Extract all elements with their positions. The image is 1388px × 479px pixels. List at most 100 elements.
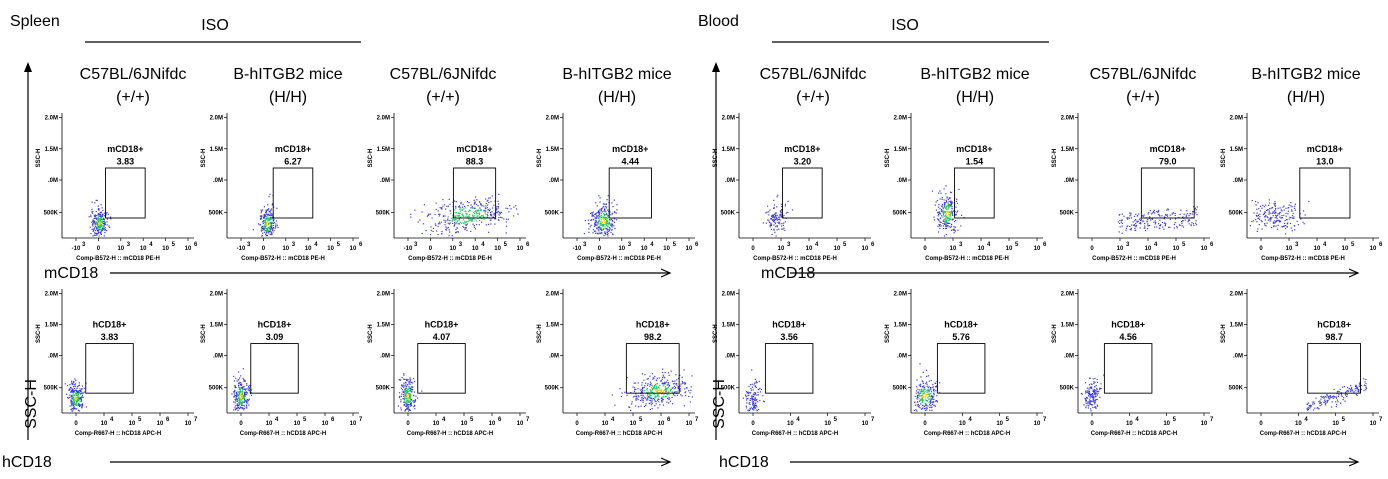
event-dot	[1274, 203, 1276, 205]
event-dot	[1090, 383, 1092, 385]
event-dot	[1333, 396, 1335, 398]
event-dot	[448, 229, 450, 231]
event-dot	[759, 387, 761, 390]
event-dot	[263, 217, 265, 219]
gate-percentage: 13.0	[1316, 156, 1334, 166]
event-dot	[408, 400, 410, 402]
event-dot	[406, 405, 408, 407]
event-dot	[932, 395, 934, 397]
event-dot	[659, 404, 661, 406]
event-dot	[652, 397, 654, 399]
x-tick-label: 0	[1090, 421, 1094, 427]
event-dot	[453, 215, 455, 217]
event-dot	[73, 399, 75, 401]
event-dot	[603, 216, 605, 218]
event-dot	[762, 395, 764, 397]
event-dot	[1123, 215, 1125, 217]
event-dot	[941, 209, 943, 211]
event-dot	[244, 398, 246, 401]
y-tick-label: .0M	[380, 353, 390, 359]
event-dot	[100, 213, 102, 215]
event-dot	[267, 225, 269, 227]
panel-y-label: SSC-H	[713, 149, 719, 168]
event-dot	[82, 403, 84, 405]
event-dot	[776, 214, 778, 216]
event-dot	[452, 219, 454, 221]
event-dot	[749, 399, 751, 401]
event-dot	[593, 215, 595, 218]
x-tick-exponent: 6	[667, 417, 671, 423]
event-dot	[441, 231, 443, 233]
gate-box	[764, 343, 814, 394]
event-dot	[404, 384, 406, 386]
event-dot	[1151, 218, 1153, 220]
event-dot	[932, 383, 934, 386]
panel-y-label: SSC-H	[885, 149, 891, 168]
event-dot	[487, 211, 489, 213]
event-dot	[608, 222, 610, 224]
event-dot	[1158, 223, 1160, 225]
event-dot	[246, 384, 248, 386]
event-dot	[1268, 210, 1270, 212]
event-dot	[600, 219, 603, 221]
event-dot	[1092, 391, 1095, 393]
event-dot	[926, 392, 928, 394]
event-dot	[64, 383, 66, 385]
event-dot	[953, 229, 955, 231]
event-dot	[106, 211, 108, 213]
event-dot	[445, 220, 447, 222]
event-dot	[471, 219, 473, 221]
event-dot	[1095, 389, 1097, 391]
event-dot	[403, 401, 405, 403]
event-dot	[649, 375, 651, 377]
x-tick-label: 0	[97, 246, 101, 252]
event-dot	[1268, 204, 1270, 206]
event-dot	[948, 204, 950, 206]
event-dot	[443, 219, 445, 221]
event-dot	[74, 383, 76, 385]
event-dot	[779, 214, 781, 216]
event-dot	[455, 201, 457, 203]
event-dot	[1188, 223, 1190, 225]
event-dot	[750, 384, 752, 386]
event-dot	[754, 398, 756, 400]
event-dot	[76, 405, 78, 407]
event-dot	[1359, 389, 1361, 391]
x-tick-exponent: 6	[194, 242, 198, 248]
event-dot	[69, 388, 71, 390]
event-dot	[237, 409, 239, 411]
event-dot	[1121, 225, 1123, 227]
event-dot	[408, 393, 410, 395]
event-dot	[656, 393, 659, 395]
event-dot	[607, 209, 609, 211]
event-dot	[240, 406, 242, 408]
event-dot	[479, 201, 481, 203]
event-dot	[640, 395, 642, 397]
event-dot	[930, 396, 932, 398]
event-dot	[1276, 218, 1278, 220]
event-dot	[945, 219, 947, 221]
event-dot	[268, 196, 270, 198]
event-dot	[1346, 395, 1348, 398]
event-dot	[952, 218, 954, 221]
event-dot	[233, 401, 235, 403]
event-dot	[259, 215, 261, 217]
event-dot	[81, 385, 83, 387]
event-dot	[273, 222, 275, 224]
gate-label: hCD18+	[772, 319, 806, 329]
event-dot	[488, 231, 490, 233]
event-dot	[242, 401, 244, 404]
event-dot	[102, 225, 104, 227]
event-dot	[106, 218, 108, 220]
event-dot	[947, 217, 949, 219]
event-dot	[650, 404, 653, 406]
event-dot	[1186, 210, 1188, 212]
event-dot	[402, 384, 404, 386]
event-dot	[754, 393, 756, 395]
iso-label: ISO	[891, 17, 919, 34]
event-dot	[472, 211, 475, 213]
x-tick-exponent: 4	[275, 417, 279, 423]
event-dot	[645, 405, 647, 407]
event-dot	[754, 382, 756, 384]
